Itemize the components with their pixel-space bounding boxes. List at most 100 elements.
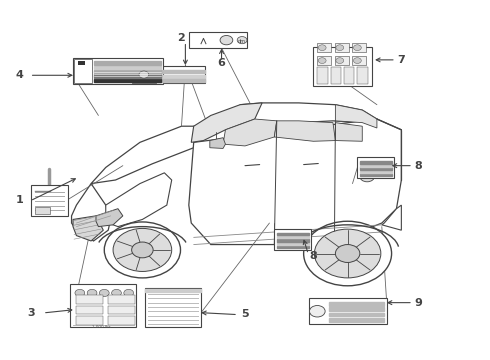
Circle shape	[360, 171, 374, 182]
Circle shape	[318, 58, 326, 63]
Circle shape	[353, 58, 361, 63]
Bar	[352, 56, 366, 65]
Bar	[108, 316, 135, 325]
Bar	[108, 295, 135, 304]
Circle shape	[336, 58, 343, 63]
Bar	[132, 66, 156, 83]
Polygon shape	[277, 246, 309, 248]
Polygon shape	[277, 239, 309, 242]
Polygon shape	[335, 105, 377, 128]
Polygon shape	[329, 313, 384, 316]
Polygon shape	[240, 103, 377, 128]
Text: 1,000 lbs: 1,000 lbs	[93, 325, 111, 329]
Polygon shape	[91, 126, 211, 184]
Text: 2: 2	[176, 33, 184, 43]
Polygon shape	[132, 75, 205, 78]
Circle shape	[310, 306, 325, 317]
Polygon shape	[189, 119, 401, 244]
Bar	[318, 56, 331, 65]
Polygon shape	[277, 233, 309, 235]
Bar	[309, 298, 387, 324]
Bar	[357, 67, 368, 84]
Polygon shape	[360, 164, 392, 167]
Bar	[78, 61, 85, 64]
Circle shape	[315, 229, 381, 278]
Polygon shape	[274, 121, 335, 141]
Circle shape	[75, 289, 85, 297]
Circle shape	[335, 244, 360, 262]
Bar	[74, 59, 92, 83]
Polygon shape	[277, 242, 309, 245]
Polygon shape	[94, 61, 161, 65]
Polygon shape	[145, 289, 201, 292]
Circle shape	[237, 37, 247, 44]
Bar	[145, 288, 201, 327]
Text: 5: 5	[241, 310, 249, 319]
Bar	[335, 56, 348, 65]
Polygon shape	[329, 318, 384, 321]
Text: 7: 7	[397, 55, 405, 65]
Polygon shape	[360, 167, 392, 170]
Bar	[76, 306, 103, 315]
Circle shape	[220, 36, 233, 45]
Polygon shape	[360, 171, 392, 173]
Bar	[31, 185, 68, 216]
Circle shape	[112, 289, 122, 297]
Polygon shape	[329, 307, 384, 311]
Circle shape	[132, 242, 153, 258]
Polygon shape	[210, 138, 225, 148]
Bar	[132, 66, 205, 83]
Polygon shape	[94, 70, 161, 73]
Text: 8: 8	[415, 161, 422, 171]
Bar	[352, 43, 366, 52]
Bar	[343, 67, 354, 84]
Circle shape	[99, 289, 109, 297]
Circle shape	[113, 228, 172, 271]
Bar	[35, 207, 49, 214]
Polygon shape	[360, 161, 392, 163]
Polygon shape	[335, 123, 362, 141]
Bar	[274, 229, 311, 250]
Polygon shape	[103, 173, 172, 226]
Text: 1: 1	[15, 195, 23, 205]
Bar	[318, 67, 328, 84]
Circle shape	[104, 222, 180, 278]
Text: 9: 9	[415, 298, 422, 308]
Text: 8: 8	[310, 251, 318, 261]
Bar	[189, 32, 247, 48]
Circle shape	[124, 289, 134, 297]
Circle shape	[353, 45, 361, 50]
Bar	[76, 316, 103, 325]
Bar	[331, 67, 341, 84]
Circle shape	[318, 45, 326, 50]
Polygon shape	[72, 184, 111, 241]
Polygon shape	[94, 66, 161, 69]
Polygon shape	[132, 70, 205, 73]
Text: 6: 6	[218, 58, 225, 68]
Polygon shape	[360, 174, 392, 176]
Polygon shape	[132, 79, 205, 82]
Circle shape	[336, 45, 343, 50]
Bar	[76, 295, 103, 304]
Polygon shape	[382, 205, 401, 230]
Bar	[70, 284, 136, 327]
Bar	[314, 46, 372, 86]
Circle shape	[139, 71, 149, 78]
Text: 4: 4	[15, 70, 23, 80]
Polygon shape	[73, 216, 103, 241]
Circle shape	[87, 289, 97, 297]
Polygon shape	[329, 302, 384, 306]
Text: dm: dm	[238, 39, 246, 44]
Text: 3: 3	[27, 309, 35, 318]
Polygon shape	[191, 103, 262, 142]
Circle shape	[304, 221, 392, 286]
Bar	[318, 43, 331, 52]
Bar	[108, 306, 135, 315]
Polygon shape	[94, 78, 161, 82]
Polygon shape	[96, 209, 123, 226]
Bar	[335, 43, 348, 52]
Polygon shape	[94, 74, 161, 78]
Bar	[73, 58, 163, 84]
Bar	[357, 157, 394, 178]
Polygon shape	[223, 119, 277, 146]
